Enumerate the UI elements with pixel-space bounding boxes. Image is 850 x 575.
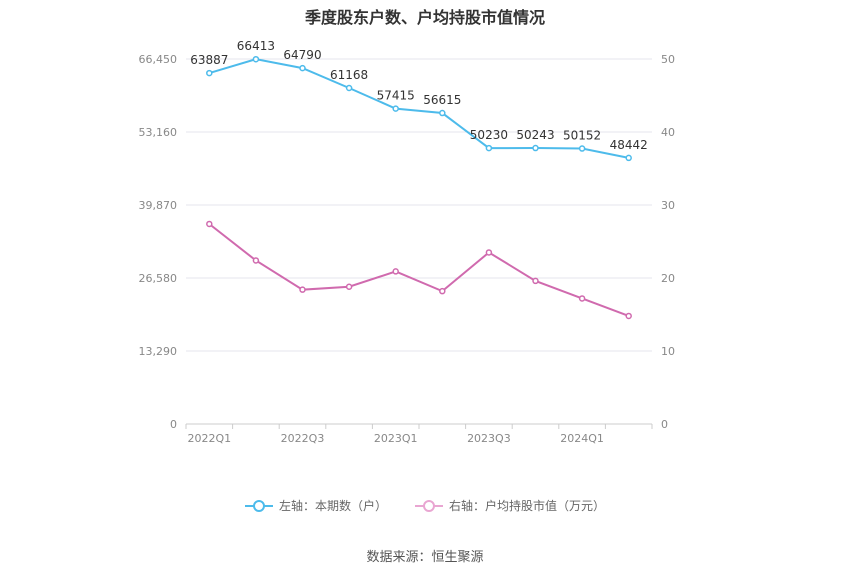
x-axis-tick-label: 2022Q1 (187, 432, 231, 445)
series-0-point (299, 64, 306, 72)
legend-item-holding-value[interactable]: 右轴：户均持股市值（万元） (415, 497, 605, 514)
legend-holding-value-marker-icon (415, 499, 443, 513)
legend-households-label: 左轴：本期数（户） (278, 499, 387, 513)
series-0-point (392, 105, 399, 112)
left-axis-tick-label: 26,580 (139, 272, 178, 285)
data-label: 56615 (423, 93, 461, 107)
data-label: 64790 (283, 48, 321, 62)
left-axis-tick-label: 0 (170, 418, 177, 431)
right-axis-tick-label: 0 (661, 418, 668, 431)
series-0-point (625, 154, 632, 162)
series-1-point (206, 220, 213, 228)
right-axis-tick-label: 30 (661, 199, 675, 212)
series-1-point (578, 295, 586, 302)
left-axis-tick-label: 66,450 (139, 53, 178, 66)
data-label: 50230 (470, 128, 508, 142)
series-1-line (208, 223, 630, 317)
legend-households-marker-icon (244, 499, 273, 513)
series-0-point (206, 69, 213, 77)
data-label: 50243 (516, 128, 554, 142)
data-label: 50152 (563, 129, 601, 143)
series-0-point (578, 145, 586, 152)
series-0-line (209, 58, 629, 159)
data-source: 数据来源：恒生聚源 (366, 550, 484, 565)
series-1-point (485, 249, 493, 256)
left-axis-tick-label: 39,870 (139, 199, 178, 212)
right-axis-tick-label: 20 (661, 272, 675, 285)
series-1-point (392, 268, 399, 275)
right-axis-tick-label: 40 (661, 126, 675, 139)
data-label: 66413 (237, 39, 275, 53)
data-label: 48442 (610, 138, 648, 152)
x-axis-tick-label: 2023Q3 (467, 432, 511, 445)
series-0-point (485, 144, 493, 152)
left-axis-tick-label: 53,160 (139, 126, 178, 139)
x-axis-tick-label: 2024Q1 (560, 432, 604, 445)
series-0-point (252, 55, 260, 63)
data-label: 61168 (330, 68, 368, 82)
series-0-point (439, 109, 446, 117)
data-label: 63887 (190, 53, 228, 67)
x-axis-tick-label: 2023Q1 (374, 432, 418, 445)
x-axis-tick-label: 2022Q3 (281, 432, 325, 445)
left-axis-tick-label: 13,290 (139, 345, 178, 358)
series-0-point (532, 144, 539, 152)
series-0-point (345, 84, 353, 92)
legend-item-households[interactable]: 左轴：本期数（户） (244, 497, 387, 514)
series-1-point (439, 287, 446, 295)
right-axis-tick-label: 50 (661, 53, 675, 66)
series-1-point (625, 312, 632, 320)
data-label: 57415 (377, 89, 415, 103)
series-1-point (299, 286, 306, 293)
series-1-point (532, 277, 539, 285)
right-axis-tick-label: 10 (661, 345, 675, 358)
series-1-point (345, 283, 353, 291)
legend-holding-value-label: 右轴：户均持股市值（万元） (449, 499, 606, 513)
chart-legend: 左轴：本期数（户） 右轴：户均持股市值（万元） (0, 497, 850, 514)
chart-title: 季度股东户数、户均持股市值情况 (304, 8, 545, 27)
series-1-point (252, 257, 260, 264)
